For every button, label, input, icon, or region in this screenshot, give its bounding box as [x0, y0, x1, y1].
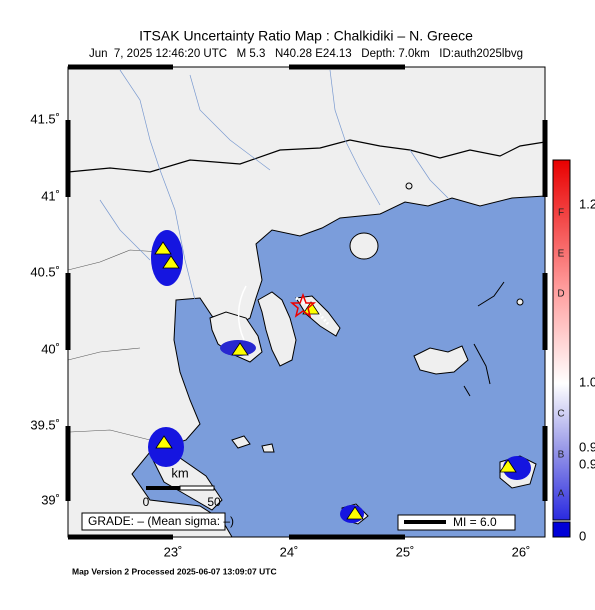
- epicenter: [289, 292, 317, 318]
- lat-label: 39˚: [41, 492, 60, 507]
- islet: [405, 182, 413, 190]
- uncertainty-blob: [503, 456, 531, 480]
- title: ITSAK Uncertainty Ratio Map : Chalkidiki…: [139, 28, 473, 44]
- colorbar-label: 0.9: [579, 456, 595, 471]
- islet: [516, 298, 524, 306]
- frame-ticks: [65, 64, 548, 540]
- map: 41.5˚ 41˚ 40.5˚ 40˚ 39.5˚ 39˚ 23˚ 24˚ 25…: [30, 64, 548, 559]
- grade-letter: F: [558, 208, 564, 219]
- colorbar-label: 0: [579, 528, 586, 543]
- grade-letter: D: [557, 289, 564, 300]
- thasos: [349, 232, 379, 260]
- stations: [154, 241, 517, 520]
- legend-text: MI = 6.0: [453, 515, 497, 529]
- lon-label: 25˚: [396, 544, 415, 559]
- lon-label: 26˚: [512, 544, 531, 559]
- grade-text: GRADE: – (Mean sigma: –): [88, 514, 234, 528]
- lon-label: 24˚: [280, 544, 299, 559]
- colorbar-ramp: [552, 159, 571, 521]
- fault-lines: [463, 281, 505, 397]
- lat-label: 40˚: [41, 341, 60, 356]
- lat-label: 40.5˚: [30, 264, 60, 279]
- sithonia: [257, 291, 297, 367]
- lat-label: 41.5˚: [30, 111, 60, 126]
- lat-label: 41˚: [41, 188, 60, 203]
- uncertainty-blob: [151, 230, 183, 286]
- legend-box: [397, 514, 516, 531]
- grade-letter: B: [558, 450, 565, 461]
- lon-label: 23˚: [164, 544, 183, 559]
- colorbar: F E D C B A 1.2 1.0 0.9 0.9 0: [552, 159, 595, 543]
- sporades: [231, 435, 275, 453]
- border: [68, 249, 161, 441]
- contour: [237, 285, 247, 341]
- colorbar-min: [552, 521, 571, 538]
- footer: Map Version 2 Processed 2025-06-07 13:09…: [72, 566, 277, 576]
- scale-start: 0: [143, 495, 150, 509]
- scale-bar: km 0 50: [143, 465, 221, 509]
- colorbar-label: 0.9: [579, 439, 595, 454]
- grade-box: [81, 512, 226, 531]
- colorbar-label: 1.0: [579, 374, 595, 389]
- grade-letter: C: [557, 409, 564, 420]
- subtitle: Jun 7, 2025 12:46:20 UTC M 5.3 N40.28 E2…: [89, 48, 523, 60]
- border: [68, 139, 545, 173]
- scale-unit: km: [171, 465, 188, 480]
- scale-end: 50: [207, 495, 221, 509]
- lemnos: [413, 345, 469, 375]
- lat-label: 39.5˚: [30, 417, 60, 432]
- rivers: [99, 69, 449, 301]
- grade-letter: E: [558, 249, 565, 260]
- grade-letter: A: [558, 489, 565, 500]
- colorbar-label: 1.2: [579, 196, 595, 211]
- euboea: [149, 453, 223, 511]
